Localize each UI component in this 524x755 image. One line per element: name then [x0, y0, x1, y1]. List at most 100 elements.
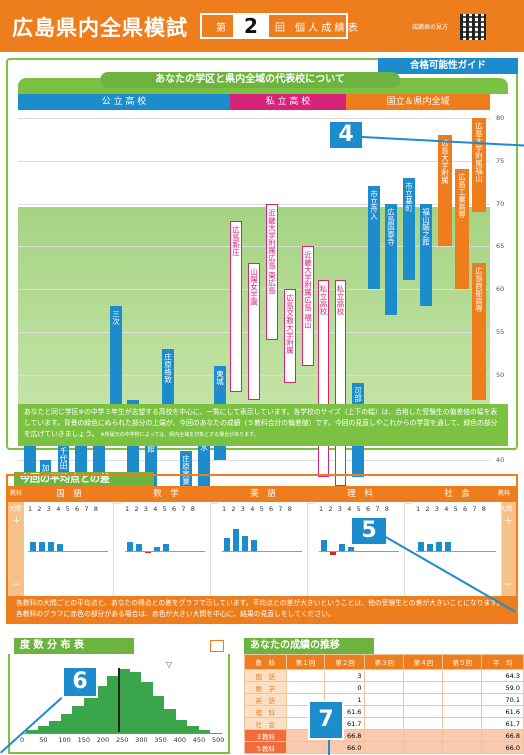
histogram-x-tick: 50: [39, 736, 48, 744]
trend-cell: 61.6: [481, 705, 524, 718]
school-bar: 広島国泰寺: [385, 203, 397, 315]
minus-sign-right: −: [504, 580, 512, 590]
histogram-bar: [37, 726, 49, 733]
trend-cell: 3: [324, 669, 366, 682]
zero-line: [125, 551, 205, 552]
trend-cell: [403, 681, 444, 694]
y-tick-label: 70: [496, 199, 505, 208]
y-tick-label: 80: [496, 114, 505, 122]
histogram-x-tick: 300: [135, 736, 148, 744]
trend-column-header: 第２回: [324, 654, 366, 670]
gridline: [18, 460, 490, 461]
question-diff-bar: [48, 542, 54, 551]
school-name: 近畿大学附属広島 福山: [303, 251, 313, 329]
histogram-bar: [118, 669, 130, 733]
question-numbers: 1 2 3 4 5 6 7 8: [28, 505, 100, 513]
trend-cell: [364, 681, 405, 694]
trend-cell: [442, 669, 483, 682]
trend-cell: [285, 681, 326, 694]
gridline: [18, 246, 490, 248]
trend-cell: [442, 693, 483, 706]
school-name: 広島工業高専: [457, 173, 467, 219]
subject-header: 英 語: [250, 489, 276, 499]
question-numbers: 1 2 3 4 5 6 7 8: [319, 505, 391, 513]
callout-5: 5: [350, 516, 388, 546]
trend-cell: 66.8: [481, 729, 524, 742]
trend-cell: [442, 729, 483, 742]
trend-header-row: 教 科第１回 第２回 第３回 第４回 第５回平 均: [244, 654, 524, 670]
trend-cell: ５教科: [244, 741, 287, 754]
question-diff-bar: [242, 535, 248, 551]
average-title: 今回の平均点との差: [14, 472, 154, 488]
callout-4: 4: [328, 120, 364, 150]
histogram-x-tick: 150: [77, 736, 91, 744]
trend-cell: [364, 741, 405, 754]
guide-description-text: あなたと同じ学区※の中学３年生が志望する高校を中心に、一覧にして表示しています。…: [24, 408, 498, 438]
school-name: 山陽女学園: [249, 268, 259, 306]
trend-cell: 国 語: [244, 669, 287, 682]
trend-cell: [364, 705, 405, 718]
trend-cell: 0: [324, 681, 366, 694]
trend-cell: [403, 717, 444, 730]
school-bar: 福山誠之館: [420, 203, 432, 307]
trend-cell: 61.7: [481, 717, 524, 730]
question-numbers: 1 2 3 4 5 6 7 8: [416, 505, 488, 513]
y-tick-label: 50: [496, 370, 505, 379]
school-name: 市立基町: [404, 181, 414, 212]
question-diff-bar: [436, 542, 442, 551]
y-tick-label: 55: [496, 327, 505, 336]
subject-header-row: [8, 486, 516, 502]
average-description: 各教科の大問ごとの平均点と、あなたの得点との差をグラフで示しています。平均点との…: [8, 596, 516, 622]
guide-note: ※所属元の中学校によっては、県内全域を対象とする場合があります。: [100, 432, 259, 438]
category-national: 国立＆県内全域: [346, 94, 490, 110]
histogram-bar: [152, 695, 164, 733]
question-diff-bar: [127, 542, 133, 551]
gridline: [18, 118, 490, 119]
subject-label-right: 教科: [498, 490, 511, 497]
trend-table: 教 科第１回 第２回 第３回 第４回 第５回平 均国 語 3 64.3 数 学 0 59.0 英 語…: [244, 654, 524, 754]
trend-row: ５教科 66.0 66.0: [244, 741, 524, 754]
histogram-x-tick: 500: [212, 736, 225, 744]
school-bar: 私立高校: [318, 280, 329, 478]
trend-cell: [364, 729, 405, 742]
histogram-x-tick: 250: [116, 736, 129, 744]
daimon-label-left: 大問: [9, 506, 22, 513]
school-name: 福山誠之館: [421, 207, 431, 246]
histogram-bar: [106, 675, 118, 733]
histogram-bar: [175, 719, 187, 733]
question-diff-bar: [30, 542, 36, 551]
zero-line: [28, 551, 108, 552]
school-name: 私立高校: [319, 285, 328, 316]
school-bar: 広島大学附属福山: [472, 118, 486, 213]
subject-header: 国 語: [56, 489, 82, 499]
trend-cell: ３教科: [244, 729, 287, 742]
y-tick-label: 75: [496, 156, 505, 165]
category-private: 私 立 高 校: [230, 94, 346, 110]
trend-cell: [403, 669, 444, 682]
trend-cell: 70.1: [481, 693, 524, 706]
histogram-x-tick: 450: [192, 736, 206, 744]
subject-header: 社 会: [444, 489, 470, 499]
trend-column-header: 教 科: [244, 654, 287, 670]
histogram-axis: [22, 733, 222, 734]
trend-row: 国 語 3 64.3: [244, 669, 524, 682]
histogram-bar: [187, 726, 199, 733]
question-diff-bar: [39, 542, 45, 551]
school-name: 東城: [215, 369, 225, 385]
question-diff-bar: [251, 540, 257, 551]
callout-7: 7: [308, 700, 344, 740]
question-diff-bar: [57, 544, 63, 551]
subject-graph: [412, 502, 502, 596]
histogram-bar: [60, 714, 72, 733]
histogram-box: [8, 654, 230, 754]
trend-cell: [403, 729, 444, 742]
zero-line: [319, 551, 399, 552]
school-bar: 広島新庄: [230, 220, 242, 392]
qr-code-pattern: [462, 16, 484, 38]
school-name: 広島文教大学附属: [285, 294, 295, 354]
kai-label: 回: [275, 23, 285, 34]
trend-row: 英 語 1 70.1: [244, 693, 524, 706]
round-number: 2: [233, 15, 269, 37]
school-bar: 市立舟入: [368, 186, 380, 289]
school-name: 私立高校: [336, 285, 345, 316]
